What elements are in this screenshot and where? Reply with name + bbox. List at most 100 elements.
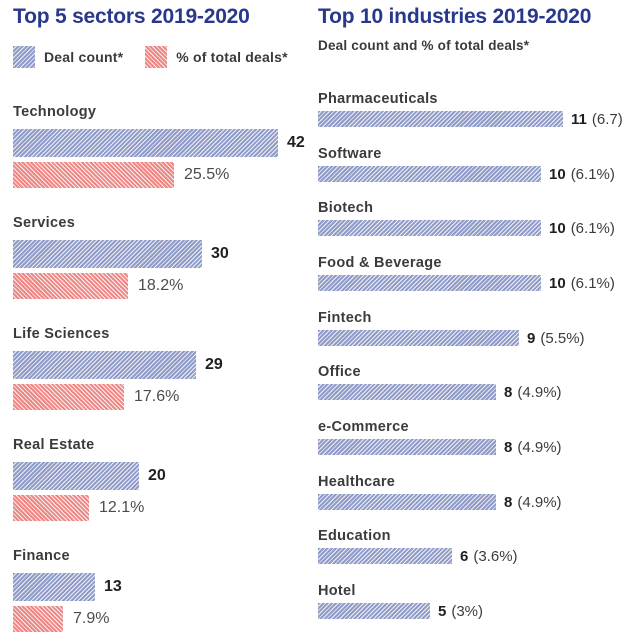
industry-label: Software xyxy=(318,146,382,162)
deal-count-bar xyxy=(13,240,202,268)
industry-bar-row: 10 (6.1%) xyxy=(318,166,615,183)
industry-row: Food & Beverage 10 (6.1%) xyxy=(318,255,638,292)
industry-pct: (5.5%) xyxy=(540,329,585,347)
industry-bar-row: 10 (6.1%) xyxy=(318,274,615,292)
deal-count-bar xyxy=(318,384,496,400)
pct-bar xyxy=(13,606,63,632)
industry-pct: (6.1%) xyxy=(570,274,615,292)
industry-value: 8 (4.9%) xyxy=(504,384,562,401)
industry-label: Food & Beverage xyxy=(318,255,442,271)
legend-pct-label: % of total deals* xyxy=(176,49,288,65)
industry-bar-row: 6 (3.6%) xyxy=(318,548,518,565)
industry-value: 5 (3%) xyxy=(438,603,483,620)
sector-row: Real Estate 20 12.1% xyxy=(13,437,313,521)
pct-swatch-icon xyxy=(145,46,168,68)
industry-row: Biotech 10 (6.1%) xyxy=(318,200,638,237)
pct-bar-row: 17.6% xyxy=(13,384,179,410)
deal-count-bar xyxy=(318,548,452,564)
sector-label: Life Sciences xyxy=(13,326,110,342)
deal-count-bar-row: 42 xyxy=(13,129,305,157)
deal-count-value: 42 xyxy=(287,134,305,151)
right-panel-title: Top 10 industries 2019-2020 xyxy=(318,5,592,28)
industry-bar-row: 9 (5.5%) xyxy=(318,330,585,347)
industry-bar-row: 5 (3%) xyxy=(318,603,483,620)
deal-count-bar xyxy=(318,166,541,182)
industry-value: 8 (4.9%) xyxy=(504,494,562,511)
industry-pct: (6.1%) xyxy=(570,219,615,237)
industry-row: Fintech 9 (5.5%) xyxy=(318,310,638,347)
deal-count-bar-row: 13 xyxy=(13,573,122,601)
industry-bar-row: 8 (4.9%) xyxy=(318,384,562,401)
left-panel-title: Top 5 sectors 2019-2020 xyxy=(13,5,250,28)
deal-count-bar xyxy=(318,494,496,510)
pct-value: 18.2% xyxy=(138,277,184,294)
sector-row: Finance 13 7.9% xyxy=(13,548,313,632)
industry-label: Healthcare xyxy=(318,474,396,490)
deal-count-value: 30 xyxy=(211,245,229,262)
deal-count-bar xyxy=(13,573,95,601)
deal-count-bar xyxy=(318,439,496,455)
industry-pct: (6.1%) xyxy=(570,165,615,183)
industry-value: 9 (5.5%) xyxy=(527,330,585,347)
industry-count: 8 xyxy=(504,438,513,456)
industry-pct: (6.7) xyxy=(591,110,623,128)
deal-count-bar xyxy=(318,330,519,346)
sector-label: Services xyxy=(13,215,76,231)
industry-value: 10 (6.1%) xyxy=(549,166,615,183)
legend: Deal count* % of total deals* xyxy=(13,46,288,68)
sector-row: Life Sciences 29 17.6% xyxy=(13,326,313,410)
industry-value: 11 (6.7) xyxy=(571,111,623,128)
deal-count-bar xyxy=(318,111,563,127)
industry-label: Pharmaceuticals xyxy=(318,91,438,107)
industry-count: 10 xyxy=(549,219,566,237)
industry-value: 8 (4.9%) xyxy=(504,439,562,456)
pct-value: 17.6% xyxy=(134,388,180,405)
pct-bar-row: 25.5% xyxy=(13,162,229,188)
deal-count-bar-row: 20 xyxy=(13,462,166,490)
pct-value: 7.9% xyxy=(73,610,110,627)
deal-count-value: 13 xyxy=(104,578,122,595)
industry-value: 6 (3.6%) xyxy=(460,548,518,565)
industry-row: Healthcare 8 (4.9%) xyxy=(318,474,638,511)
legend-item-deal-count: Deal count* xyxy=(13,46,123,68)
industry-label: Education xyxy=(318,528,391,544)
deal-count-bar xyxy=(13,462,139,490)
pct-bar-row: 12.1% xyxy=(13,495,144,521)
pct-bar xyxy=(13,384,124,410)
pct-bar xyxy=(13,162,174,188)
industry-pct: (4.9%) xyxy=(517,383,562,401)
sector-label: Real Estate xyxy=(13,437,95,453)
industry-count: 6 xyxy=(460,547,469,565)
industry-pct: (3.6%) xyxy=(473,547,518,565)
legend-deal-count-label: Deal count* xyxy=(44,49,124,65)
deal-count-swatch-icon xyxy=(13,46,35,68)
industry-count: 9 xyxy=(527,329,536,347)
industry-row: Office 8 (4.9%) xyxy=(318,364,638,401)
deal-count-bar-row: 30 xyxy=(13,240,229,268)
industry-row: Education 6 (3.6%) xyxy=(318,528,638,565)
pct-bar-row: 7.9% xyxy=(13,606,109,632)
pct-bar-row: 18.2% xyxy=(13,273,183,299)
sector-row: Technology 42 25.5% xyxy=(13,104,313,188)
industry-label: Hotel xyxy=(318,583,356,599)
industry-count: 8 xyxy=(504,493,513,511)
industry-count: 8 xyxy=(504,383,513,401)
sector-label: Finance xyxy=(13,548,70,564)
deal-count-bar xyxy=(13,129,278,157)
industry-row: Software 10 (6.1%) xyxy=(318,146,638,183)
industry-label: Biotech xyxy=(318,200,374,216)
industry-label: e-Commerce xyxy=(318,419,409,435)
deal-count-bar-row: 29 xyxy=(13,351,223,379)
industry-count: 10 xyxy=(549,274,566,292)
legend-item-pct: % of total deals* xyxy=(145,46,288,68)
deal-count-bar xyxy=(13,351,196,379)
industry-count: 11 xyxy=(571,110,587,128)
pct-bar xyxy=(13,273,128,299)
deal-count-bar xyxy=(318,275,541,291)
industry-row: e-Commerce 8 (4.9%) xyxy=(318,419,638,456)
industry-row: Hotel 5 (3%) xyxy=(318,583,638,620)
industry-pct: (3%) xyxy=(451,602,484,620)
deal-count-bar xyxy=(318,220,541,236)
pct-value: 12.1% xyxy=(99,499,145,516)
pct-value: 25.5% xyxy=(184,166,230,183)
